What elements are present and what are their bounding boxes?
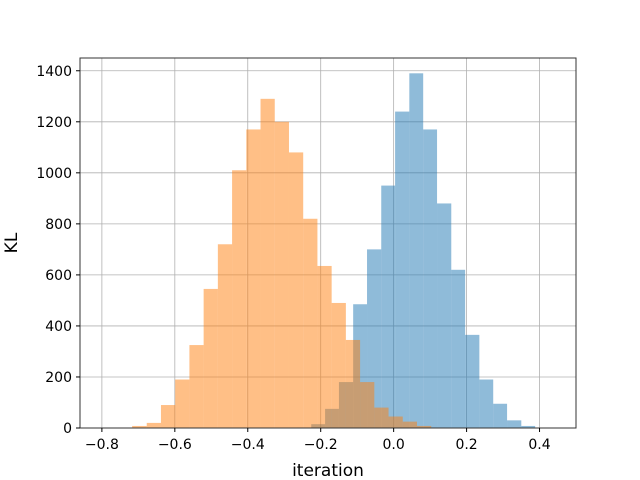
histogram-bar <box>146 422 161 428</box>
y-tick-label: 400 <box>45 319 72 335</box>
histogram-bar <box>189 345 204 428</box>
plot-frame <box>79 57 577 429</box>
y-tick-label: 1000 <box>36 166 72 182</box>
histogram-bar <box>345 339 361 428</box>
histogram-bar <box>232 170 247 428</box>
y-tick-label: 200 <box>45 370 72 386</box>
y-tick-label: 1400 <box>36 64 72 80</box>
histogram-bar <box>409 73 424 428</box>
histogram-bar <box>217 244 233 428</box>
y-tick-label: 0 <box>63 421 72 437</box>
histogram-bar <box>521 425 536 428</box>
histogram-bar <box>331 302 346 428</box>
histogram-bar <box>395 111 410 428</box>
x-tick-label: −0.2 <box>304 437 338 453</box>
histogram-bar <box>160 405 176 428</box>
x-tick-label: −0.4 <box>231 437 265 453</box>
histogram-bars <box>118 73 564 429</box>
histogram-bar <box>303 218 318 428</box>
histogram-bar <box>203 288 218 428</box>
x-tick-label: −0.8 <box>85 437 119 453</box>
histogram-bar <box>451 269 466 428</box>
histogram-bar <box>246 129 261 428</box>
x-tick-label: 0.4 <box>528 437 550 453</box>
histogram-bar <box>175 379 190 428</box>
histogram-bar <box>274 121 289 429</box>
y-axis-label: KL <box>2 232 22 253</box>
x-axis-label: iteration <box>292 461 364 480</box>
histogram-bar <box>381 185 396 428</box>
histogram-series-2 <box>118 98 446 429</box>
histogram-bar <box>132 425 147 428</box>
histogram-bar <box>479 379 494 428</box>
y-tick-label: 800 <box>45 217 72 233</box>
x-tick-label: 0.2 <box>455 437 477 453</box>
y-tick-label: 1200 <box>36 115 72 131</box>
histogram-bar <box>360 382 375 428</box>
histogram-series-1 <box>297 73 564 428</box>
x-tick-label: −0.6 <box>158 437 192 453</box>
histogram-bar <box>493 403 508 428</box>
histogram-bar <box>465 334 480 428</box>
x-tick-label: 0.0 <box>383 437 405 453</box>
histogram-bar <box>437 203 452 428</box>
histogram-bar <box>374 407 389 428</box>
y-tick-label: 600 <box>45 268 72 284</box>
histogram-bar <box>317 265 332 428</box>
y-axis-ticks: 0 200 400 600 800 1000 1200 1400 <box>36 64 80 437</box>
histogram-bar <box>260 98 275 429</box>
histogram-bar <box>423 129 438 428</box>
histogram-bar <box>388 416 403 428</box>
histogram-bar <box>402 421 417 428</box>
x-axis-ticks: −0.8 −0.6 −0.4 −0.2 0.0 0.2 0.4 <box>85 428 551 453</box>
histogram-bar <box>507 420 522 428</box>
histogram-bar <box>288 152 304 428</box>
histogram-bar <box>416 425 432 428</box>
